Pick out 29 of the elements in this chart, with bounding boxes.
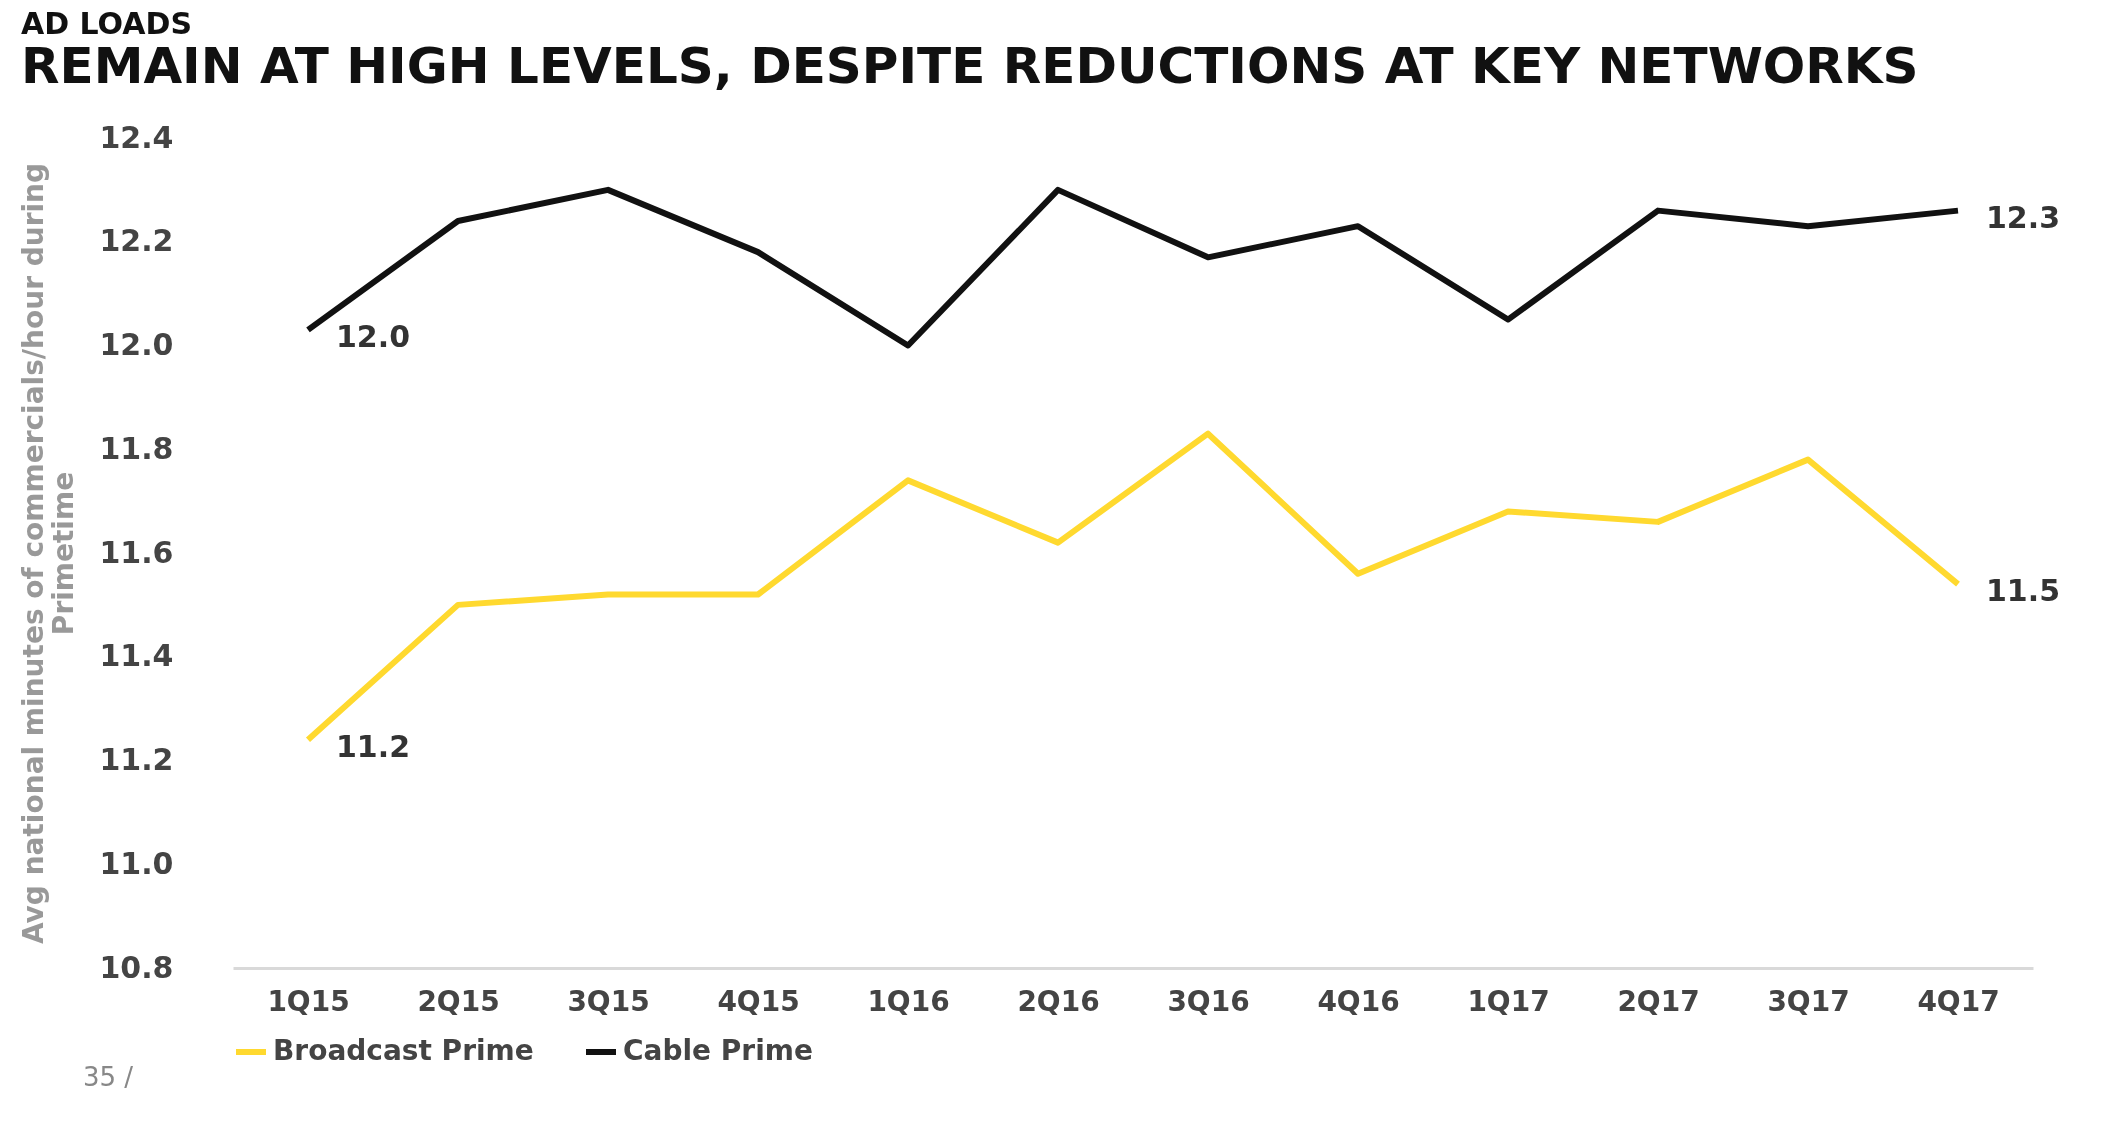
y-tick-label: 11.6	[99, 534, 174, 570]
x-tick-label: 4Q16	[1317, 984, 1400, 1018]
legend-label: Broadcast Prime	[273, 1034, 534, 1067]
y-tick-label: 10.8	[99, 949, 174, 985]
x-tick-label: 4Q17	[1917, 984, 2000, 1018]
y-axis-title: Avg national minutes of commercials/hour during Primetime	[17, 162, 81, 945]
data-label: 11.2	[336, 728, 411, 764]
y-tick-label: 12.0	[99, 327, 174, 362]
x-tick-label: 1Q17	[1467, 984, 1550, 1018]
y-tick-label: 12.4	[99, 119, 174, 155]
x-tick-label: 4Q15	[717, 984, 800, 1018]
x-tick-label: 1Q16	[867, 984, 950, 1018]
legend-label: Cable Prime	[623, 1034, 813, 1067]
x-tick-label: 2Q15	[417, 984, 500, 1018]
x-tick-label: 2Q17	[1617, 984, 1700, 1018]
x-tick-label: 3Q16	[1167, 984, 1250, 1018]
x-tick-label: 3Q17	[1767, 984, 1850, 1018]
data-label: 11.5	[1986, 573, 2061, 609]
y-tick-label: 11.0	[99, 845, 174, 881]
x-tick-label: 1Q15	[267, 984, 350, 1018]
y-tick-label: 11.4	[99, 638, 174, 674]
x-tick-label: 3Q15	[567, 984, 650, 1018]
data-label: 12.3	[1986, 199, 2061, 235]
y-tick-label: 12.2	[99, 223, 174, 259]
data-label: 12.0	[336, 318, 411, 354]
x-tick-label: 2Q16	[1017, 984, 1100, 1018]
y-tick-label: 11.2	[99, 742, 174, 777]
y-tick-label: 11.8	[99, 430, 174, 466]
text: 35 /	[83, 1062, 134, 1092]
